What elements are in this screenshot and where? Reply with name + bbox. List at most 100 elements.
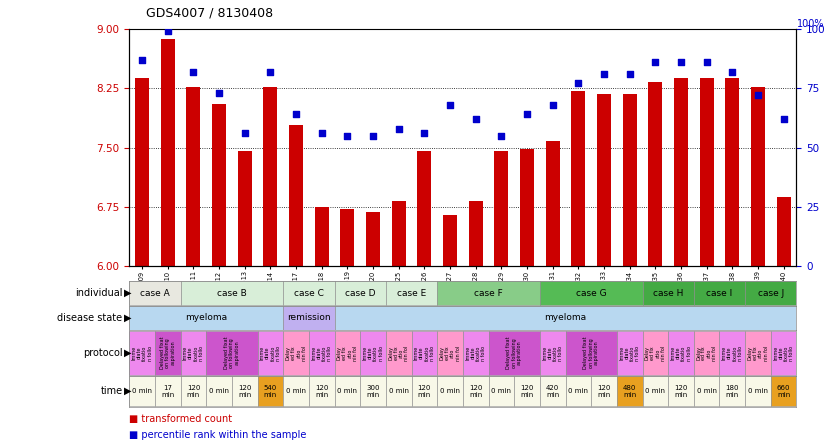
Text: 0 min: 0 min	[568, 388, 588, 394]
Bar	[745, 331, 771, 375]
Bar	[155, 377, 181, 406]
Point	[289, 111, 303, 118]
Text: 0 min: 0 min	[491, 388, 511, 394]
Bar	[469, 202, 483, 266]
Bar	[284, 331, 309, 375]
Bar	[334, 331, 360, 375]
Bar	[417, 151, 431, 266]
Bar	[694, 281, 745, 305]
Bar	[745, 281, 796, 305]
Text: Imme
diate
fixatio
n follo: Imme diate fixatio n follo	[619, 345, 641, 361]
Bar	[135, 78, 149, 266]
Point	[469, 115, 482, 123]
Text: ■ percentile rank within the sample: ■ percentile rank within the sample	[129, 430, 307, 440]
Text: case D: case D	[345, 289, 375, 297]
Bar	[411, 331, 437, 375]
Bar	[386, 377, 411, 406]
Bar	[181, 281, 284, 305]
Bar	[495, 151, 509, 266]
Text: case E: case E	[397, 289, 426, 297]
Bar	[694, 377, 720, 406]
Text: 540
min: 540 min	[264, 385, 277, 398]
Text: 100%: 100%	[796, 19, 824, 29]
Text: individual: individual	[75, 288, 123, 298]
Bar	[745, 377, 771, 406]
Bar	[520, 149, 534, 266]
Text: 0 min: 0 min	[389, 388, 409, 394]
Bar	[540, 281, 642, 305]
Point	[597, 71, 610, 78]
Bar	[642, 377, 668, 406]
Text: case H: case H	[653, 289, 683, 297]
Bar	[284, 306, 334, 330]
Text: Delay
ed fix
atio
nin fol: Delay ed fix atio nin fol	[747, 345, 769, 361]
Bar	[181, 331, 206, 375]
Text: ■ transformed count: ■ transformed count	[129, 414, 233, 424]
Bar	[545, 141, 560, 266]
Bar	[617, 331, 642, 375]
Bar	[411, 377, 437, 406]
Bar	[515, 377, 540, 406]
Point	[264, 68, 277, 75]
Bar	[565, 377, 591, 406]
Bar	[386, 331, 411, 375]
Bar	[642, 281, 694, 305]
Point	[135, 56, 148, 63]
Point	[238, 130, 251, 137]
Point	[213, 89, 226, 96]
Text: 0 min: 0 min	[286, 388, 306, 394]
Point	[623, 71, 636, 78]
Point	[495, 132, 508, 139]
Bar	[258, 331, 284, 375]
Text: Delayed fixat
on following
aspiration: Delayed fixat on following aspiration	[224, 337, 240, 369]
Bar	[565, 331, 617, 375]
Bar	[181, 377, 206, 406]
Text: 420
min: 420 min	[546, 385, 560, 398]
Text: Imme
diate
fixatio
n follo: Imme diate fixatio n follo	[721, 345, 743, 361]
Bar	[700, 78, 714, 266]
Text: 120
min: 120 min	[187, 385, 200, 398]
Point	[700, 59, 713, 66]
Text: 120
min: 120 min	[520, 385, 534, 398]
Bar	[489, 331, 540, 375]
Text: Imme
diate
fixatio
n follo: Imme diate fixatio n follo	[260, 345, 281, 361]
Text: case F: case F	[475, 289, 503, 297]
Text: Imme
diate
fixatio
n follo: Imme diate fixatio n follo	[132, 345, 153, 361]
Bar	[540, 377, 565, 406]
Bar	[623, 94, 636, 266]
Text: case C: case C	[294, 289, 324, 297]
Bar	[264, 87, 278, 266]
Bar	[284, 281, 334, 305]
Text: Delay
ed fix
atio
nin fol: Delay ed fix atio nin fol	[337, 345, 358, 361]
Text: case A: case A	[140, 289, 170, 297]
Text: remission: remission	[287, 313, 331, 322]
Bar	[334, 281, 386, 305]
Text: 120
min: 120 min	[597, 385, 610, 398]
Text: 0 min: 0 min	[748, 388, 768, 394]
Text: ▶: ▶	[124, 386, 132, 396]
Bar	[674, 78, 688, 266]
Text: Imme
diate
fixatio
n follo: Imme diate fixatio n follo	[183, 345, 204, 361]
Bar	[720, 331, 745, 375]
Text: GDS4007 / 8130408: GDS4007 / 8130408	[146, 7, 273, 20]
Text: 300
min: 300 min	[366, 385, 379, 398]
Bar	[155, 331, 181, 375]
Text: Delay
ed fix
atio
nin fol: Delay ed fix atio nin fol	[645, 345, 666, 361]
Text: myeloma: myeloma	[545, 313, 586, 322]
Bar	[258, 377, 284, 406]
Text: disease state: disease state	[58, 313, 123, 323]
Bar	[648, 82, 662, 266]
Bar	[540, 331, 565, 375]
Text: 0 min: 0 min	[209, 388, 229, 394]
Bar	[232, 377, 258, 406]
Text: 120
min: 120 min	[418, 385, 431, 398]
Text: case B: case B	[217, 289, 247, 297]
Text: Imme
diate
fixatio
n follo: Imme diate fixatio n follo	[773, 345, 794, 361]
Text: Delay
ed fix
atio
nin fol: Delay ed fix atio nin fol	[388, 345, 409, 361]
Bar	[212, 104, 226, 266]
Point	[315, 130, 329, 137]
Bar	[366, 213, 380, 266]
Text: 120
min: 120 min	[675, 385, 688, 398]
Text: myeloma: myeloma	[185, 313, 228, 322]
Bar	[309, 331, 334, 375]
